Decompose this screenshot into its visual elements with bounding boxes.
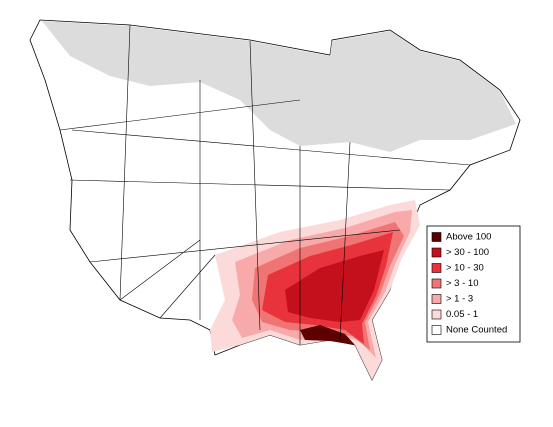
legend-label: None Counted (446, 325, 507, 336)
map-land (29, 19, 521, 381)
legend-items: Above 100 > 30 - 100 > 10 - 30 > 3 - 10 > 1 … (431, 232, 507, 336)
legend-swatch (431, 325, 442, 335)
legend-label: 0.05 - 1 (446, 309, 478, 320)
legend-swatch (431, 278, 442, 289)
legend-label: > 1 - 3 (446, 294, 473, 305)
legend-label: > 30 - 100 (446, 247, 489, 258)
legend-swatch (431, 309, 442, 320)
state-borders (59, 24, 471, 345)
abundance-top (300, 325, 355, 345)
abundance-very-high (285, 250, 384, 322)
legend-label: Above 100 (446, 232, 491, 243)
legend-swatch (431, 294, 442, 304)
legend: Above 100 > 30 - 100 > 10 - 30 > 3 - 10 > 1 … (426, 225, 521, 343)
legend-swatch (431, 263, 442, 273)
legend-label: > 10 - 30 (446, 263, 484, 274)
legend-box (426, 225, 521, 343)
none-counted-region (42, 21, 516, 152)
legend-swatch (431, 247, 442, 258)
legend-swatch (431, 232, 442, 242)
legend-label: > 3 - 10 (446, 278, 478, 289)
